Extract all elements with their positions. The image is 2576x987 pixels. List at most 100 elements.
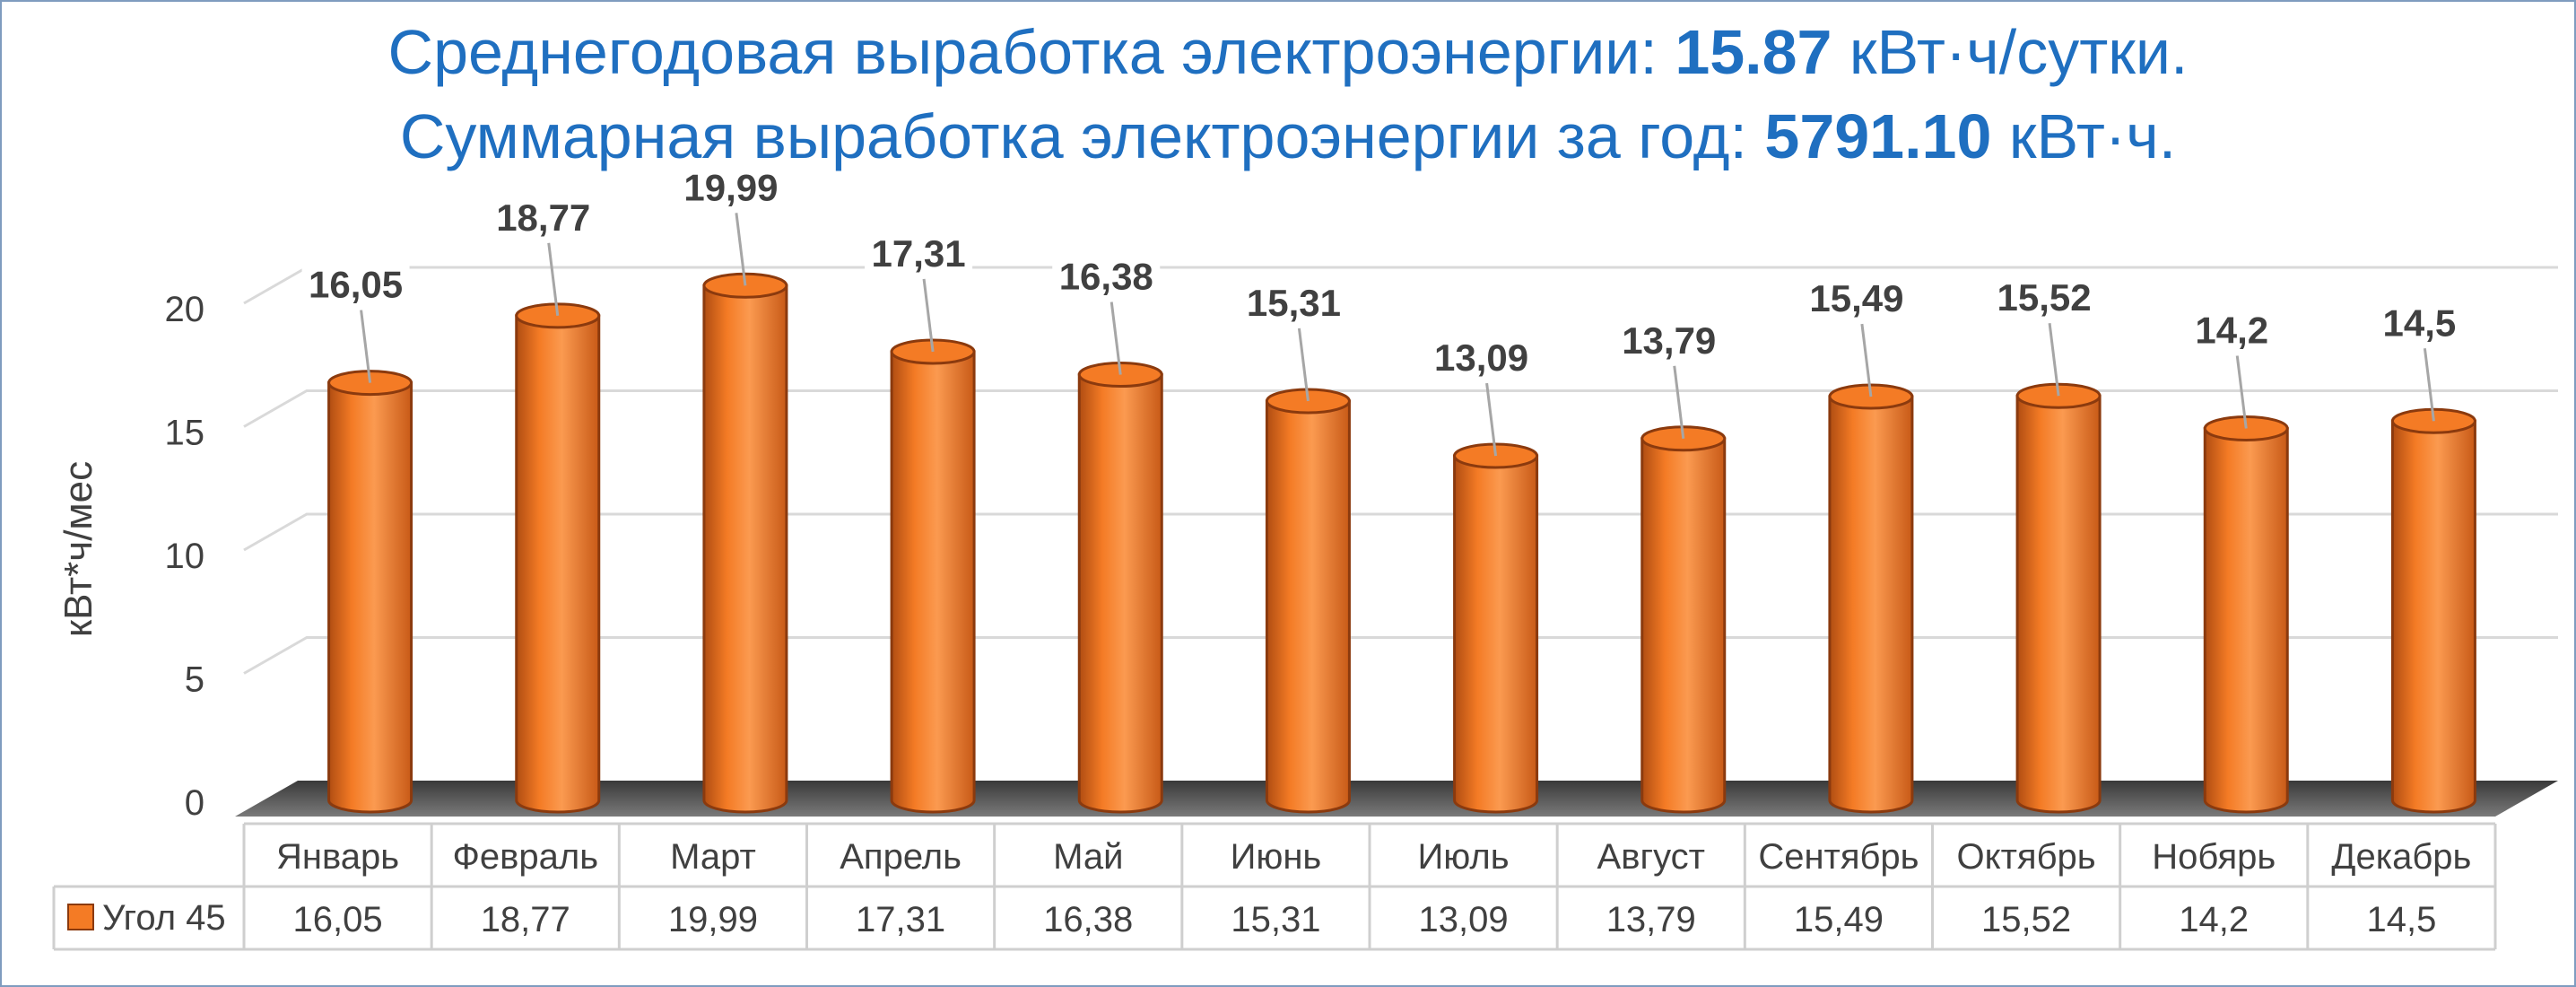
data-label-bg: [301, 258, 410, 307]
x-tick-label: Нобярь: [2152, 837, 2276, 877]
bar: [1077, 362, 1163, 814]
bar: [515, 302, 601, 814]
leader-line: [1110, 301, 1122, 375]
y-tick-label: 10: [165, 537, 205, 576]
gridline: [243, 636, 2558, 675]
data-label-bg: [1240, 275, 1348, 325]
chart-title-line-1: Среднегодовая выработка электроэнергии: …: [0, 16, 2576, 88]
bar-body: [702, 284, 788, 814]
data-label: 17,31: [872, 232, 966, 275]
x-tick-label: Сентябрь: [1758, 837, 1919, 877]
y-axis-label: кВт*ч/мес: [57, 461, 100, 637]
table-cell-value: 14,2: [2179, 900, 2249, 939]
bar-body: [327, 381, 413, 814]
bar: [1828, 383, 1914, 814]
axis-layer: 0 5 10 15 20 кВт*ч/мес: [57, 290, 205, 823]
x-tick-label: Август: [1597, 837, 1705, 877]
title-line-2-suffix: кВт·ч.: [1991, 101, 2177, 171]
table-cell-value: 18,77: [481, 900, 570, 939]
bar-layer: [327, 272, 2476, 814]
data-label-bg: [1052, 249, 1161, 299]
data-label-bg: [676, 161, 785, 210]
title-line-1-suffix: кВт·ч/сутки.: [1832, 17, 2189, 87]
bar-body: [1265, 399, 1351, 814]
data-label: 15,52: [1997, 276, 2092, 319]
legend-swatch: [67, 904, 94, 930]
bar-body: [1077, 373, 1163, 814]
chart-floor: [235, 781, 2558, 817]
data-label-bg: [2365, 296, 2474, 345]
table-cell-value: 17,31: [856, 900, 945, 939]
leader-line: [1673, 365, 1685, 439]
table-cell-value: 14,5: [2366, 900, 2436, 939]
leader-line: [1860, 323, 1873, 397]
leader-line: [1297, 328, 1310, 402]
data-label: 13,09: [1434, 336, 1528, 379]
bar: [2203, 415, 2289, 814]
bar: [2390, 407, 2476, 814]
bar-body: [2015, 394, 2102, 814]
leader-line: [735, 213, 747, 286]
bar-body: [2203, 427, 2289, 814]
table-cell-value: 19,99: [668, 900, 758, 939]
gridline: [243, 512, 2558, 552]
table-cell-value: 15,52: [1981, 900, 2071, 939]
leader-line: [2048, 323, 2060, 397]
leader-line: [2235, 355, 2248, 429]
chart-title-line-2: Суммарная выработка электроэнергии за го…: [0, 100, 2576, 172]
bar: [890, 338, 976, 814]
x-tick-label: Декабрь: [2331, 837, 2471, 877]
bar: [1265, 388, 1351, 814]
gridline: [243, 266, 2558, 305]
data-label-layer: 16,05 18,77 19,99 17,31 16,38 15,31 13,09 13,79…: [301, 161, 2474, 457]
data-label: 14,2: [2195, 310, 2268, 352]
table-cell-value: 13,79: [1606, 900, 1696, 939]
bar: [327, 370, 413, 814]
data-label: 15,31: [1247, 282, 1341, 324]
x-tick-label: Октябрь: [1957, 837, 2096, 877]
bar-body: [1828, 395, 1914, 814]
leader-line: [2423, 348, 2435, 422]
x-tick-label: Май: [1053, 837, 1123, 877]
title-line-1-value: 15.87: [1675, 17, 1832, 87]
title-line-2-prefix: Суммарная выработка электроэнергии за го…: [399, 101, 1765, 171]
title-line-1-prefix: Среднегодовая выработка электроэнергии:: [387, 17, 1675, 87]
data-label: 14,5: [2383, 301, 2457, 344]
x-tick-label: Март: [670, 837, 756, 877]
data-label: 16,38: [1059, 256, 1153, 298]
table-cell-value: 16,05: [293, 900, 383, 939]
bar: [1453, 442, 1539, 814]
leader-line: [360, 310, 372, 383]
y-tick-label: 20: [165, 290, 205, 329]
data-label: 13,79: [1622, 319, 1716, 362]
data-label: 16,05: [309, 264, 403, 306]
x-tick-label: Июнь: [1231, 837, 1322, 877]
x-tick-label: Январь: [276, 837, 399, 877]
y-tick-label: 0: [185, 783, 205, 823]
title-line-2-value: 5791.10: [1764, 101, 1992, 171]
bar-body: [890, 350, 976, 814]
bar: [2015, 382, 2102, 814]
y-tick-label: 5: [185, 660, 205, 700]
data-label-bg: [1990, 271, 2099, 320]
y-tick-label: 15: [165, 414, 205, 453]
bar-body: [1640, 437, 1727, 814]
data-label: 15,49: [1809, 277, 1903, 319]
leader-line: [922, 278, 935, 353]
bar-body: [2390, 419, 2476, 814]
x-tick-label: Июль: [1418, 837, 1510, 877]
data-label-bg: [1427, 331, 1536, 380]
table-cell-value: 15,31: [1231, 900, 1320, 939]
table-cell-value: 13,09: [1419, 900, 1509, 939]
bar: [1640, 425, 1727, 814]
legend-label: Угол 45: [102, 898, 226, 938]
gridline: [243, 389, 2558, 428]
data-table: Январь 16,05 Февраль 18,77 Март 19,99 Апрель 17…: [52, 822, 2497, 951]
table-cell-value: 15,49: [1794, 900, 1884, 939]
bar-body: [1453, 454, 1539, 814]
x-tick-label: Апрель: [840, 837, 962, 877]
x-tick-label: Февраль: [452, 837, 598, 877]
data-label-bg: [865, 226, 973, 275]
